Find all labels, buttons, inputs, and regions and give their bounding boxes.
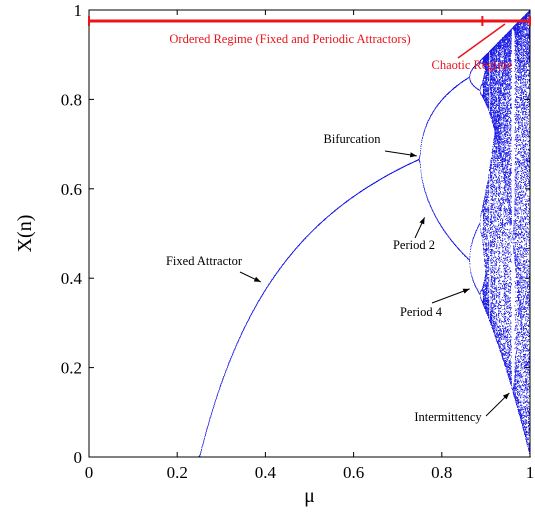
x-tick-label: 0 [85, 463, 94, 482]
annotation-arrowhead [419, 217, 425, 225]
y-tick-label: 0.8 [61, 90, 82, 109]
y-tick-label: 0 [74, 448, 83, 467]
x-axis-label: μ [304, 485, 315, 507]
annotation-label: Period 2 [393, 238, 435, 252]
y-axis-label: X(n) [14, 215, 36, 253]
x-tick-label: 0.2 [167, 463, 188, 482]
annotation-label: Bifurcation [324, 132, 382, 146]
x-tick-label: 0.8 [431, 463, 452, 482]
regime-bars: Ordered Regime (Fixed and Periodic Attra… [88, 16, 531, 72]
chaotic-regime-pointer [457, 23, 506, 59]
axis-ticks: 0 0.2 0.4 0.6 0.8 1 0 0.2 0.4 0.6 0.8 1 [61, 1, 535, 482]
ordered-regime-label: Ordered Regime (Fixed and Periodic Attra… [169, 32, 410, 46]
x-tick-label: 0.4 [255, 463, 277, 482]
y-tick-label: 1 [74, 1, 83, 20]
y-tick-label: 0.4 [61, 269, 83, 288]
y-tick-label: 0.6 [61, 180, 82, 199]
annotation-label: Intermittency [414, 410, 482, 424]
y-tick-label: 0.2 [61, 359, 82, 378]
x-tick-label: 0.6 [343, 463, 364, 482]
annotation-arrowhead [502, 392, 510, 400]
x-tick-label: 1 [526, 463, 535, 482]
annotation-label: Period 4 [400, 305, 443, 319]
chaotic-regime-label: Chaotic Regime [432, 58, 513, 72]
annotation-arrowhead [253, 276, 261, 282]
annotations: Fixed Attractor Bifurcation Period 2 Period… [166, 132, 510, 424]
annotation-label: Fixed Attractor [166, 254, 243, 268]
plot-frame [88, 9, 531, 458]
annotation-arrowhead [462, 288, 470, 294]
annotation-arrowhead [409, 152, 417, 158]
annotation-arrow [431, 288, 470, 304]
